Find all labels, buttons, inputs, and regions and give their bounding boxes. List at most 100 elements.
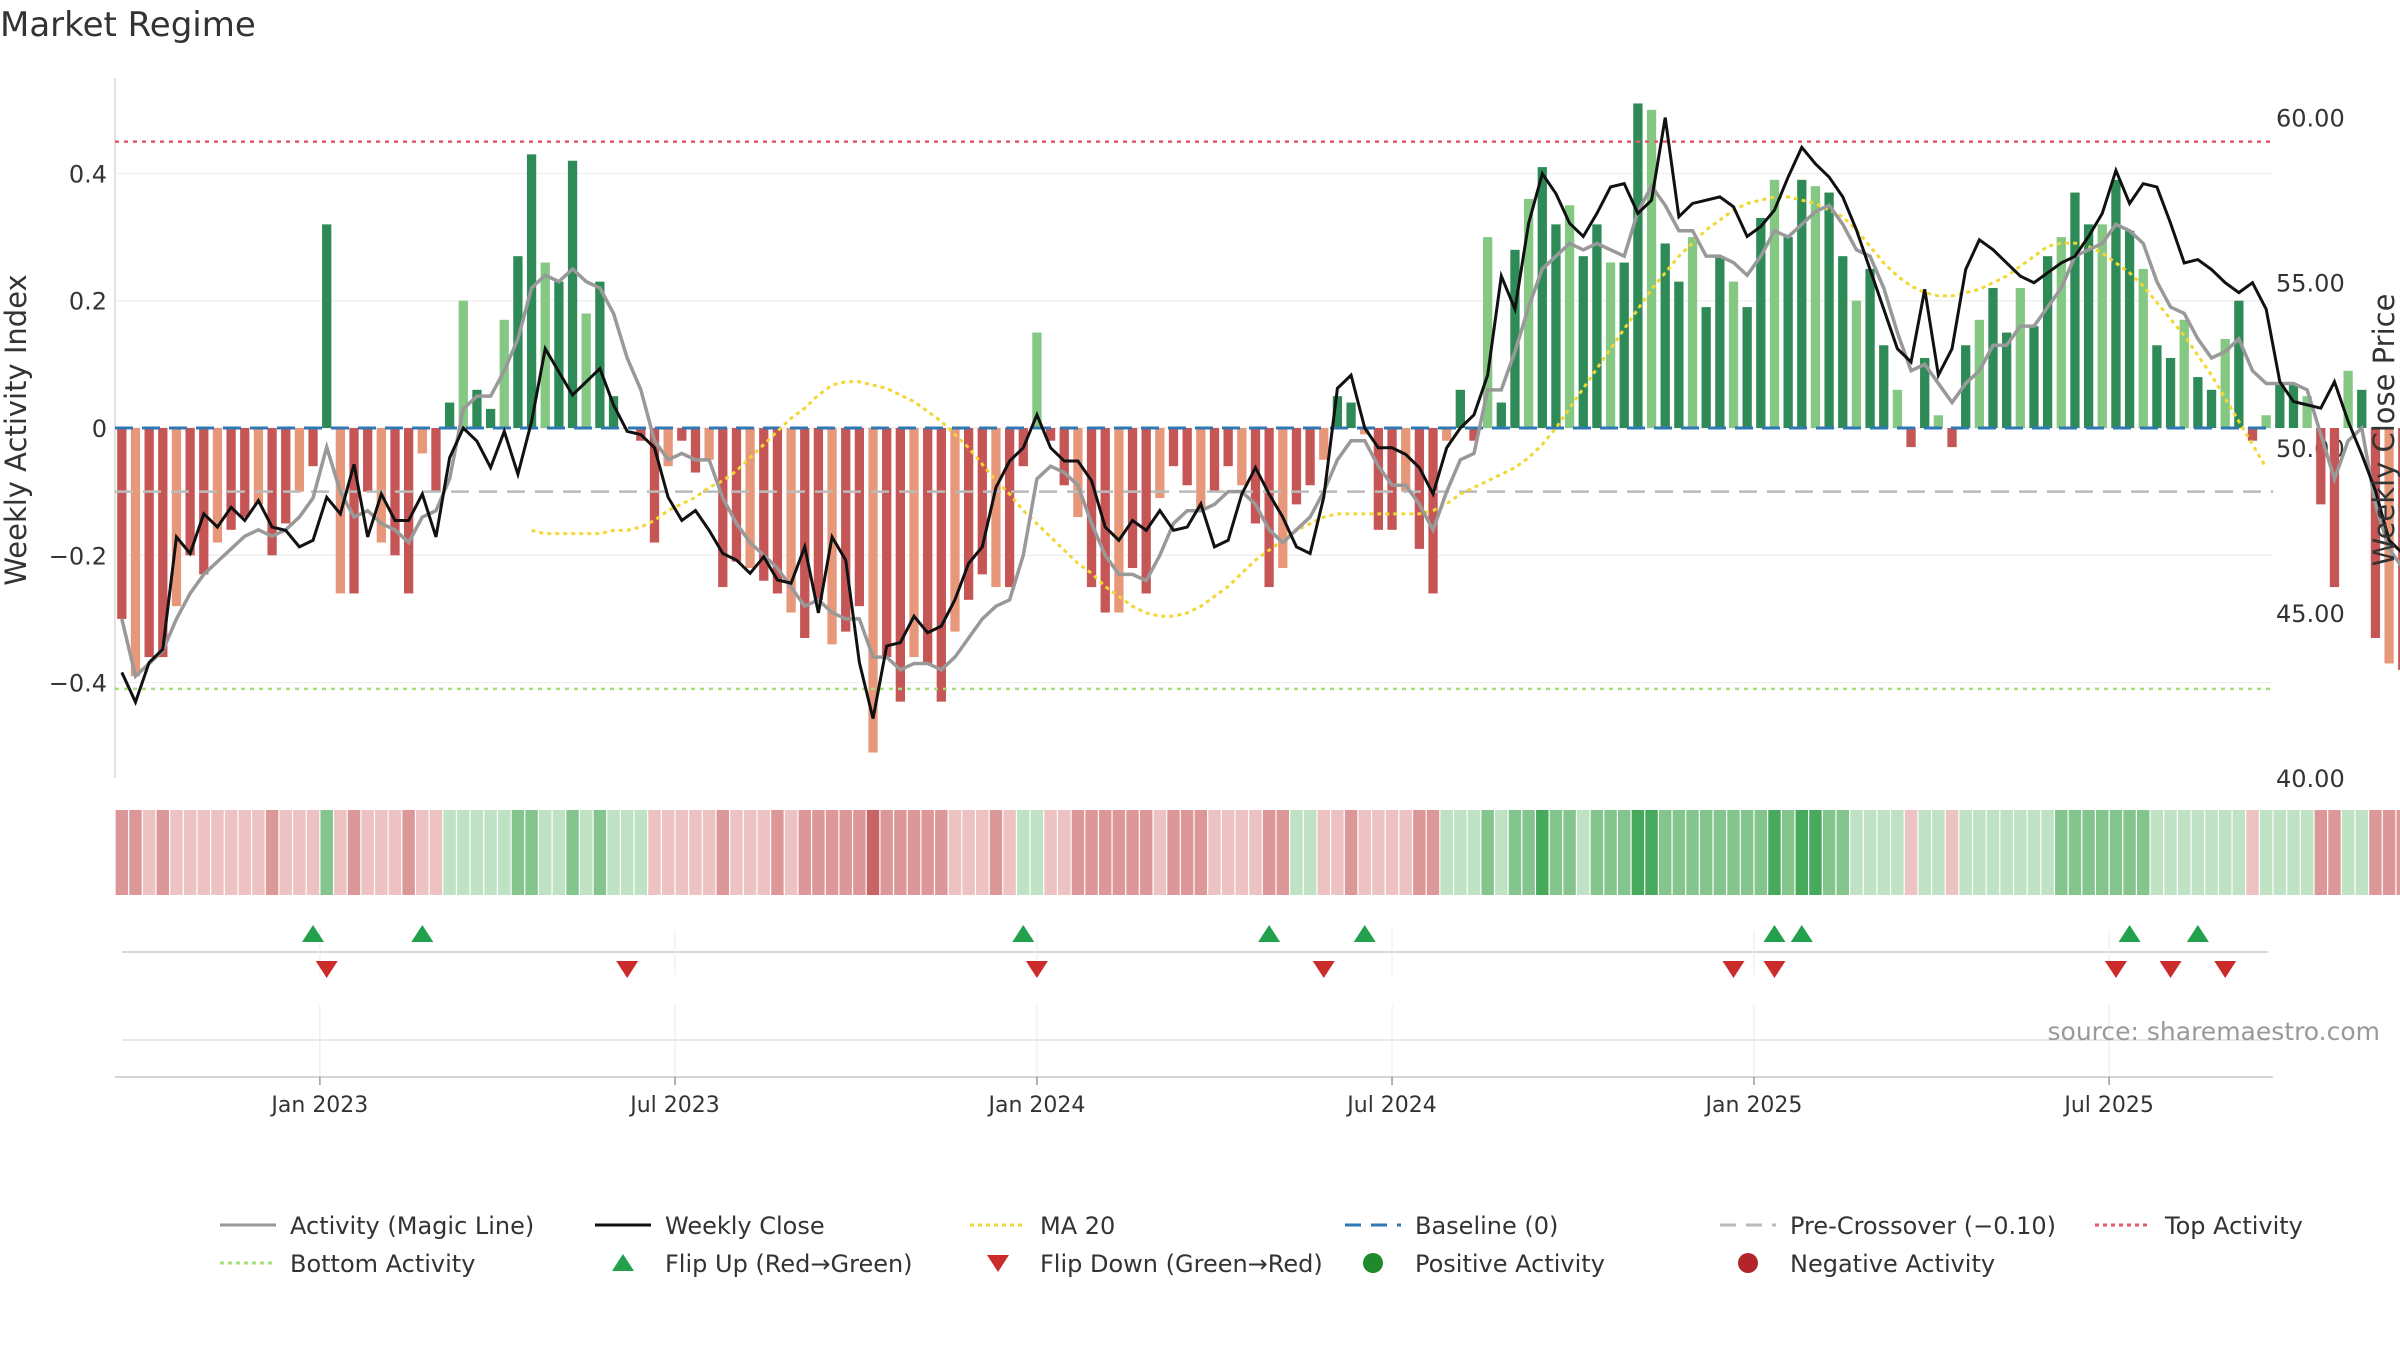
chart-legend: Activity (Magic Line) Weekly Close MA 20 Ba… — [220, 1212, 2303, 1278]
activity-bar — [1701, 307, 1711, 428]
activity-bar — [1510, 249, 1520, 428]
activity-bar — [1988, 288, 1998, 428]
activity-bar — [2015, 288, 2025, 428]
ribbon-cell — [1795, 810, 1809, 895]
legend-item: Weekly Close — [595, 1212, 825, 1240]
activity-bar — [322, 224, 332, 428]
ribbon-cell — [1467, 810, 1481, 895]
ribbon-cell — [1276, 810, 1290, 895]
activity-bar — [2220, 338, 2230, 428]
activity-bar — [1360, 428, 1370, 435]
activity-bar — [294, 428, 305, 492]
ribbon-cell — [1139, 810, 1153, 895]
flip-up-marker — [1353, 925, 1376, 942]
ribbon-cell — [388, 810, 402, 895]
ribbon-cell — [1973, 810, 1986, 895]
ribbon-cell — [1290, 810, 1303, 895]
activity-bar — [2179, 319, 2189, 428]
ribbon-cell — [784, 810, 798, 895]
ribbon-cell — [402, 810, 415, 895]
activity-bar — [1947, 428, 1957, 448]
activity-bar — [704, 428, 714, 460]
activity-bar — [895, 428, 905, 702]
legend-label: Negative Activity — [1790, 1250, 1995, 1278]
ribbon-cell — [2082, 810, 2095, 895]
ribbon-cell — [1618, 810, 1631, 895]
ribbon-cell — [1549, 810, 1563, 895]
ribbon-cell — [2369, 810, 2382, 895]
ribbon-cell — [1454, 810, 1467, 895]
activity-bar — [1414, 428, 1425, 549]
activity-bar — [649, 428, 660, 543]
activity-bar — [540, 262, 550, 428]
activity-bar — [485, 408, 496, 428]
ribbon-cell — [484, 810, 497, 895]
ribbon-cell — [1440, 810, 1453, 895]
ribbon-cell — [457, 810, 470, 895]
ribbon-cell — [1413, 810, 1426, 895]
ribbon-cell — [907, 810, 921, 895]
legend-label: Positive Activity — [1415, 1250, 1605, 1278]
ribbon-cell — [2314, 810, 2328, 895]
activity-bar — [1933, 415, 1944, 428]
ribbon-cell — [224, 810, 238, 895]
ribbon-cell — [1658, 810, 1672, 895]
activity-bar — [1086, 428, 1097, 588]
legend-label: Flip Down (Green→Red) — [1040, 1250, 1323, 1278]
ribbon-cell — [238, 810, 251, 895]
ribbon-cell — [1645, 810, 1658, 895]
ribbon-cell — [1754, 810, 1768, 895]
legend-dot-icon — [1738, 1253, 1758, 1273]
ribbon-cell — [2000, 810, 2013, 895]
activity-bar — [882, 428, 892, 658]
activity-bar — [390, 428, 400, 556]
activity-bar — [1155, 428, 1165, 498]
ribbon-cell — [525, 810, 538, 895]
date-axis-panel: Jan 2023 Jul 2023 Jan 2024 Jul 2024 Jan 2025… — [115, 1005, 2273, 1118]
ribbon-cell — [252, 810, 265, 895]
ribbon-cell — [1112, 810, 1126, 895]
ribbon-cell — [1495, 810, 1508, 895]
flip-markers-panel — [122, 925, 2268, 978]
ribbon-cell — [1522, 810, 1535, 895]
activity-bar — [1496, 402, 1506, 428]
activity-bar — [2165, 358, 2176, 428]
activity-bar — [1032, 332, 1042, 428]
weekly-close-line — [120, 117, 2400, 719]
activity-bar — [677, 428, 687, 441]
ribbon-cell — [2218, 810, 2232, 895]
ribbon-cell — [1850, 810, 1863, 895]
legend-label: Flip Up (Red→Green) — [665, 1250, 913, 1278]
activity-bar — [1346, 402, 1356, 428]
activity-bar — [1564, 205, 1575, 428]
activity-bar — [772, 428, 783, 594]
activity-bar — [2370, 428, 2381, 638]
activity-bar — [2097, 224, 2107, 428]
activity-bar — [745, 428, 755, 568]
activity-bar — [608, 396, 619, 428]
ribbon-cell — [1058, 810, 1071, 895]
activity-bar — [376, 428, 386, 543]
ribbon-cell — [2027, 810, 2041, 895]
activity-bar — [800, 428, 810, 638]
activity-bar — [1633, 103, 1643, 429]
activity-bar — [363, 428, 373, 492]
x-tick-label: Jul 2025 — [2062, 1093, 2154, 1118]
ma20-line — [531, 195, 2268, 618]
ribbon-cell — [1577, 810, 1590, 895]
ribbon-cell — [2205, 810, 2218, 895]
ribbon-cell — [1536, 810, 1549, 895]
ribbon-cell — [593, 810, 607, 895]
ribbon-cell — [539, 810, 552, 895]
ribbon-cell — [634, 810, 648, 895]
ribbon-cell — [2232, 810, 2246, 895]
ribbon-cell — [1809, 810, 1822, 895]
ribbon-cell — [1317, 810, 1330, 895]
activity-bar — [786, 428, 796, 613]
activity-bar — [1728, 281, 1739, 428]
ribbon-cell — [429, 810, 443, 895]
activity-bar — [731, 428, 742, 562]
ribbon-cell — [115, 810, 129, 895]
ribbon-cell — [470, 810, 484, 895]
flip-down-marker — [1763, 961, 1786, 978]
